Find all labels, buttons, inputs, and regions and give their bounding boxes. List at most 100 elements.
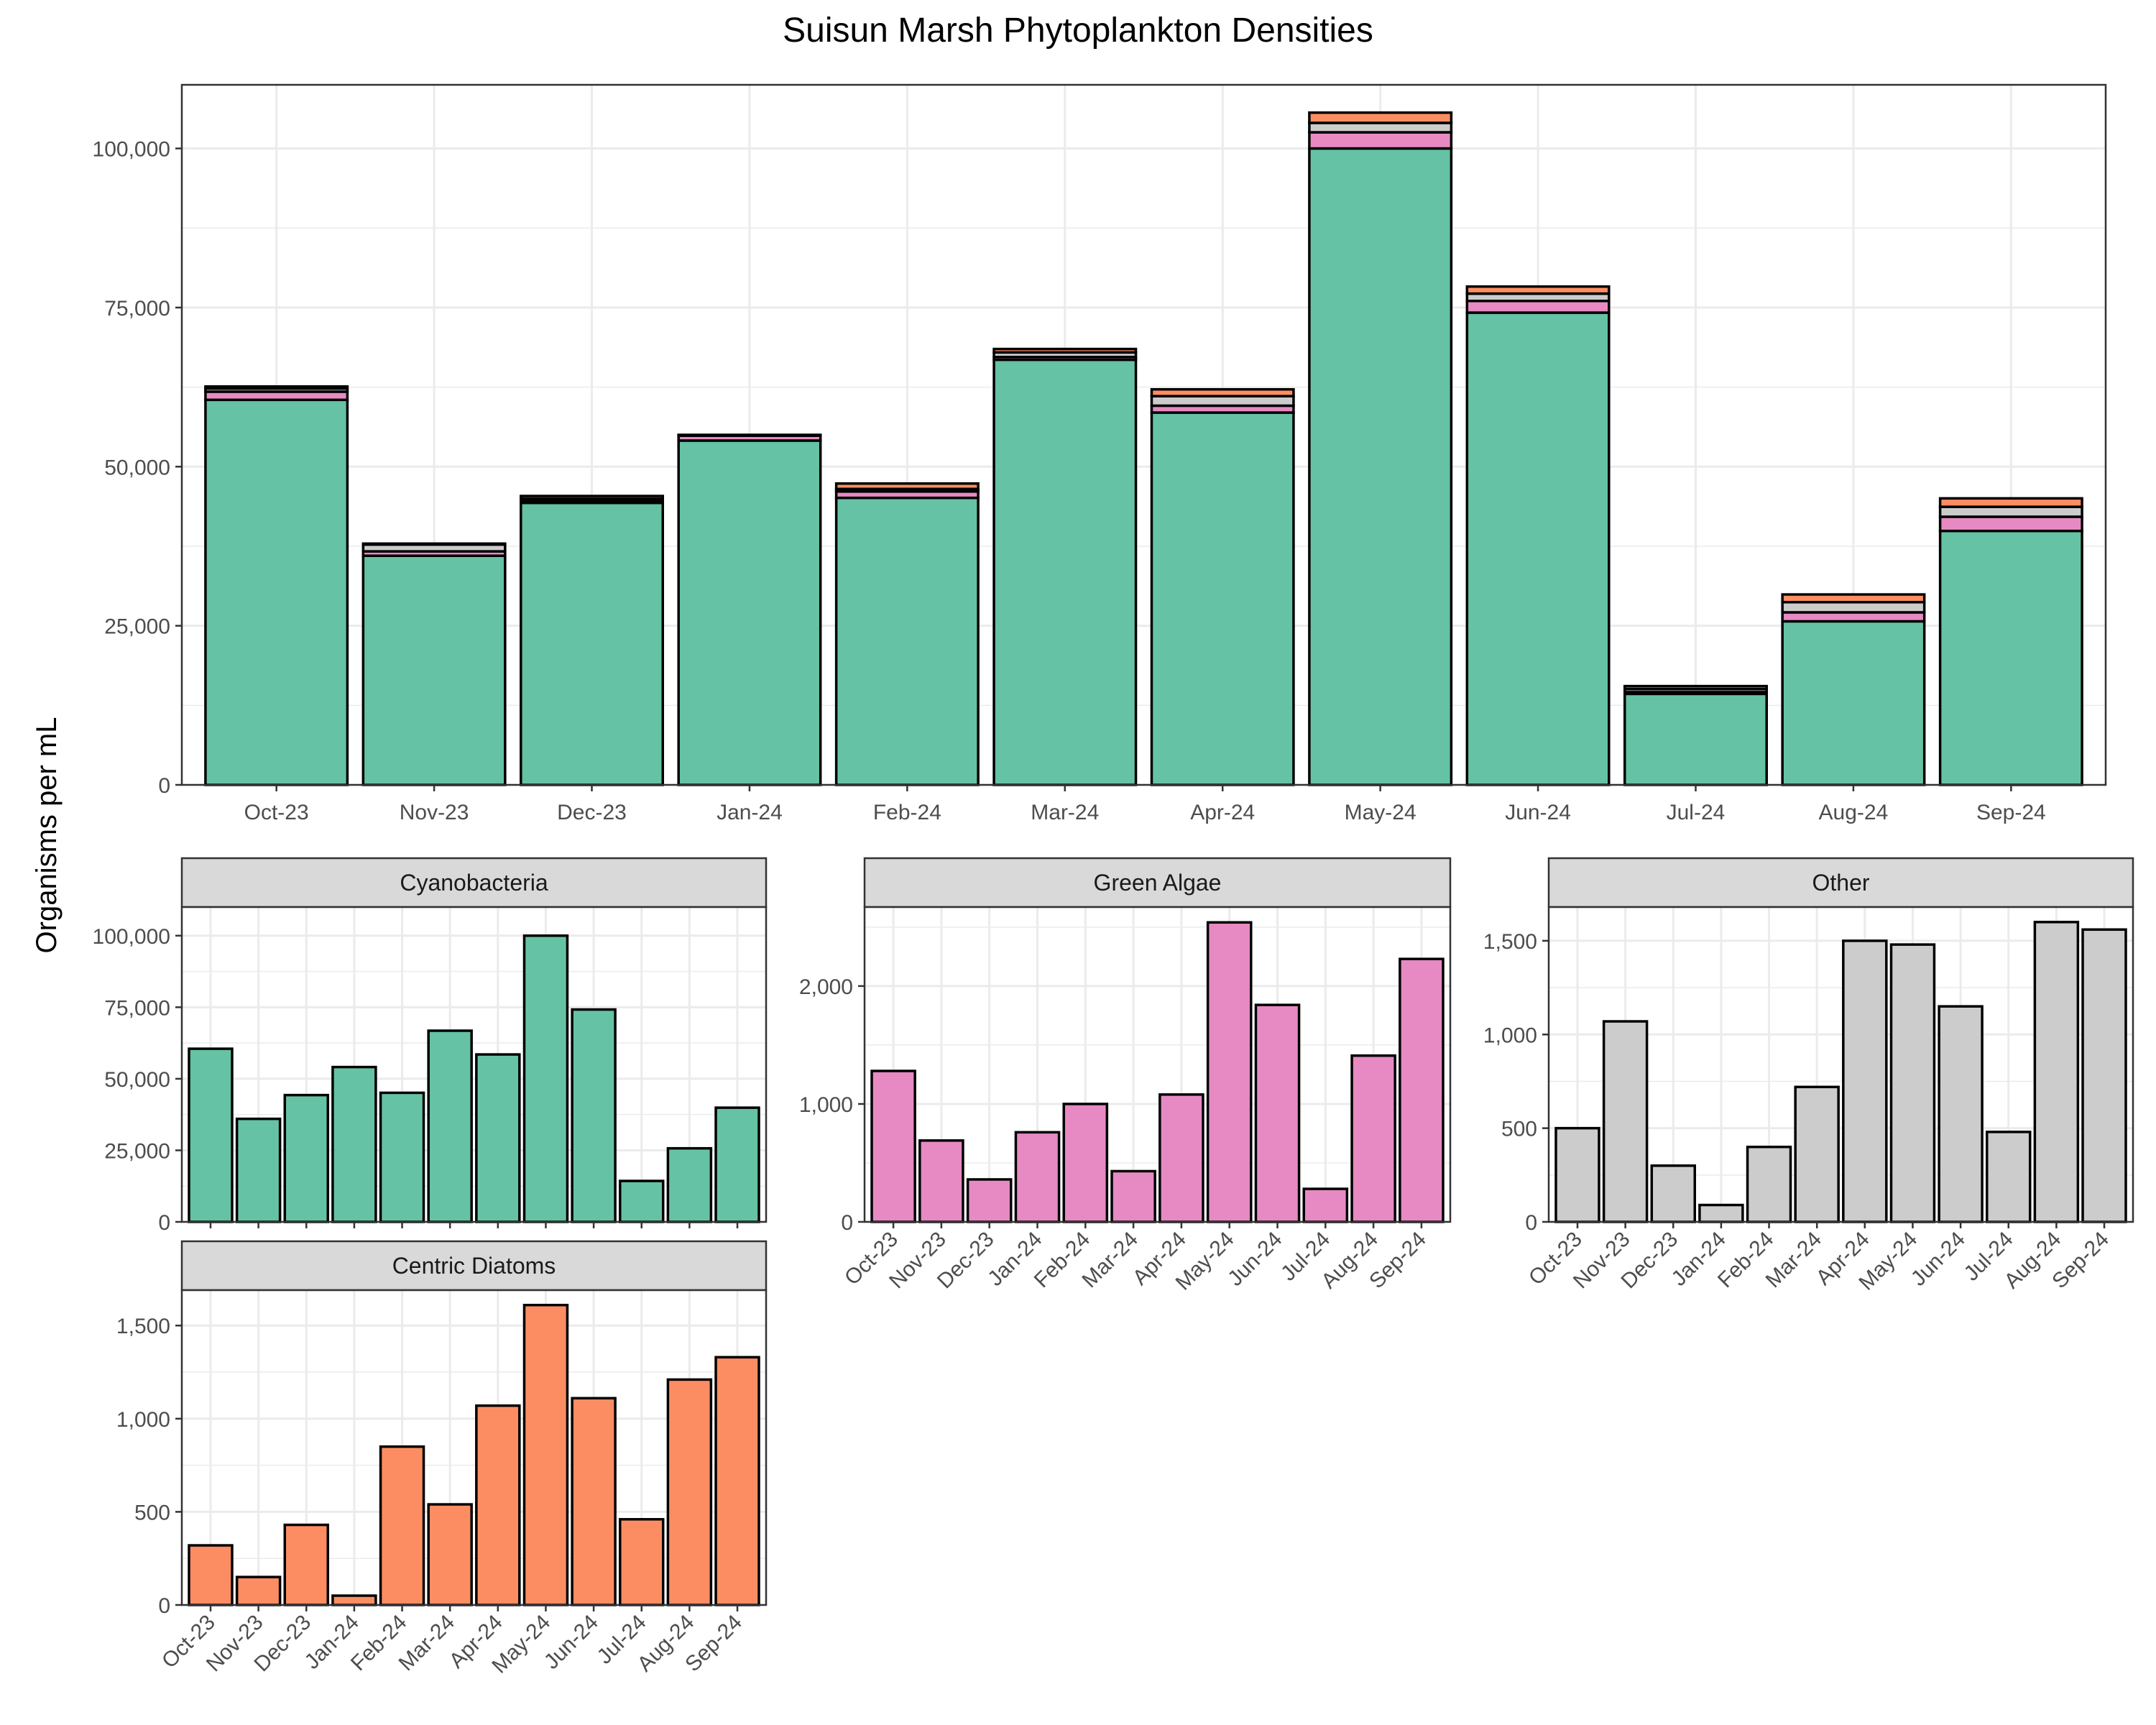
y-tick-label: 500 [134,1501,170,1524]
bar-cyanobacteria-aug-24 [1781,620,1926,786]
bar-other-apr-24 [1150,395,1295,408]
bar-centric-diatoms-may-24 [1308,111,1453,124]
bar-cyanobacteria-jan-24 [677,439,822,786]
y-tick-label: 75,000 [104,996,170,1020]
x-tick-label: Apr-24 [1190,801,1255,824]
bar-may-24 [522,934,569,1223]
bar-green-algae-may-24 [1308,131,1453,150]
bar-feb-24 [379,1445,425,1606]
y-tick-label: 0 [841,1211,853,1235]
bar-cyanobacteria-feb-24 [834,496,980,786]
bar-mar-24 [1110,1169,1156,1223]
y-tick-label: 2,000 [799,975,853,999]
bar-nov-23 [1602,1020,1649,1223]
x-tick-label: Feb-24 [873,801,941,824]
x-tick-label: Dec-23 [557,801,627,824]
x-tick-label: Jun-24 [1505,801,1571,824]
y-tick-label: 1,500 [116,1315,170,1338]
bar-cyanobacteria-nov-23 [361,554,507,786]
y-tick-label: 0 [158,774,170,798]
x-tick-label: Mar-24 [1031,801,1099,824]
bar-cyanobacteria-dec-23 [520,501,665,786]
bar-sep-24 [714,1356,760,1606]
bar-centric-diatoms-oct-23 [204,385,349,390]
x-tick-label: May-24 [1345,801,1416,824]
bar-green-algae-aug-24 [1781,611,1926,623]
bar-other-sep-24 [1938,505,2083,518]
bar-aug-24 [666,1146,713,1223]
bar-mar-24 [427,1029,473,1223]
bar-jan-24 [331,1594,377,1606]
bar-dec-23 [966,1178,1013,1223]
bar-centric-diatoms-sep-24 [1938,497,2083,508]
bar-sep-24 [2081,928,2127,1223]
facet-strip-label: Cyanobacteria [400,870,548,896]
bar-apr-24 [1842,939,1888,1223]
y-tick-label: 0 [1525,1211,1537,1235]
x-tick-label: Oct-23 [244,801,309,824]
bar-centric-diatoms-jun-24 [1465,285,1611,295]
bar-sep-24 [1399,957,1445,1223]
bar-apr-24 [1158,1093,1204,1223]
bar-cyanobacteria-jul-24 [1623,692,1768,786]
bar-apr-24 [475,1404,521,1606]
panel-border [180,906,768,1223]
bar-oct-23 [870,1070,916,1223]
bar-cyanobacteria-oct-23 [204,398,349,786]
x-tick-label: Aug-24 [1819,801,1889,824]
bar-mar-24 [427,1503,473,1606]
bar-jun-24 [571,1397,617,1606]
y-tick-label: 75,000 [104,297,170,321]
y-tick-label: 1,000 [799,1093,853,1117]
bar-feb-24 [1062,1103,1109,1223]
facet-strip [863,857,1452,908]
y-axis-label: Organisms per mL [31,717,63,954]
facet-cyanobacteria: Cyanobacteria 0 25,000 50,000 75,000 100,000 [93,857,768,1235]
bar-cyanobacteria-mar-24 [992,358,1138,786]
x-tick-label: Jan-24 [717,801,783,824]
y-tick-label: 25,000 [104,1139,170,1163]
bar-feb-24 [1746,1145,1792,1223]
panel-border [863,906,1452,1223]
bar-centric-diatoms-mar-24 [992,347,1138,354]
bar-sep-24 [714,1106,760,1223]
x-tick-label: Sep-24 [1976,801,2046,824]
facet-strip-label: Centric Diatoms [392,1253,556,1279]
bar-other-may-24 [1308,121,1453,134]
bar-mar-24 [1794,1085,1840,1223]
facet-strip [180,857,768,908]
bar-may-24 [522,1303,569,1606]
bar-centric-diatoms-jan-24 [677,433,822,437]
y-tick-label: 100,000 [93,138,170,162]
x-tick-label: Nov-23 [400,801,469,824]
bar-jul-24 [1986,1131,2032,1223]
bar-green-algae-sep-24 [1938,515,2083,533]
bar-jul-24 [619,1179,665,1223]
bar-jul-24 [1302,1187,1349,1223]
bar-oct-23 [188,1047,234,1223]
bar-cyanobacteria-may-24 [1308,147,1453,786]
bar-nov-23 [235,1117,282,1223]
bar-jul-24 [619,1518,665,1606]
bar-centric-diatoms-dec-23 [520,494,665,500]
bar-centric-diatoms-nov-23 [361,542,507,546]
y-tick-label: 1,500 [1483,930,1537,954]
bar-other-aug-24 [1781,601,1926,614]
bar-may-24 [1206,921,1253,1223]
bar-jun-24 [1938,1005,1984,1223]
bar-centric-diatoms-aug-24 [1781,593,1926,604]
facet-other: Other05001,0001,500Oct-23Nov-23Dec-23Jan… [1483,857,2134,1295]
bar-nov-23 [918,1139,964,1223]
bar-jan-24 [1014,1131,1061,1223]
y-tick-label: 0 [158,1211,170,1235]
y-tick-label: 50,000 [104,456,170,479]
bar-dec-23 [1650,1164,1697,1223]
bar-oct-23 [188,1544,234,1606]
panel-border [1547,906,2134,1223]
y-tick-label: 50,000 [104,1068,170,1092]
y-tick-label: 1,000 [116,1408,170,1432]
y-tick-label: 500 [1501,1118,1537,1141]
y-tick-label: 25,000 [104,615,170,639]
bar-aug-24 [666,1378,713,1606]
facet-strip-label: Green Algae [1094,870,1222,896]
